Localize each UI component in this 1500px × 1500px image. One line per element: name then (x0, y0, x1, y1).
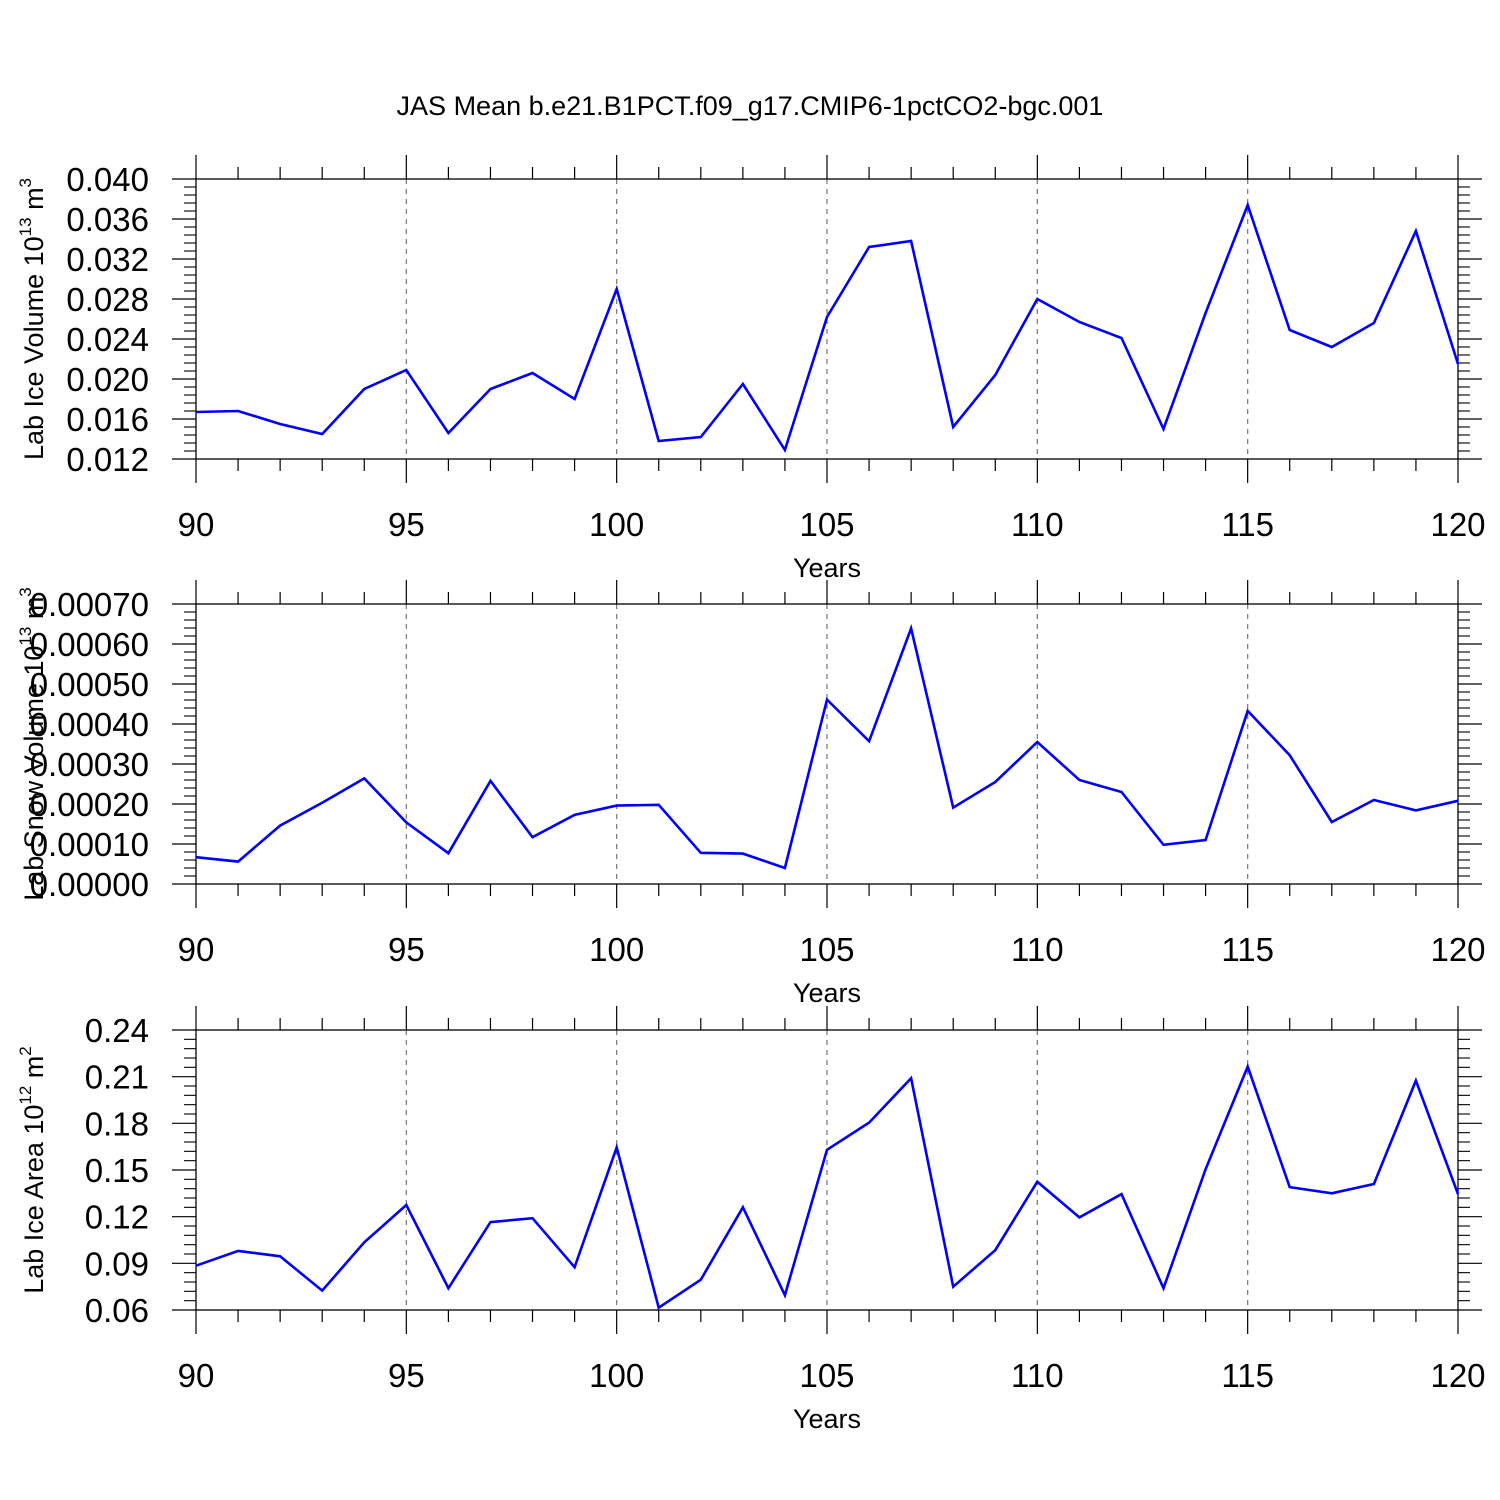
y-tick-label: 0.24 (85, 1012, 149, 1049)
x-tick-label: 95 (388, 506, 425, 543)
x-tick-label: 120 (1430, 931, 1485, 968)
x-tick-label: 110 (1011, 1357, 1064, 1394)
x-axis-title: Years (793, 1404, 861, 1434)
y-tick-label: 0.18 (85, 1105, 149, 1142)
panel-1: 0.0120.0160.0200.0240.0280.0320.0360.040… (16, 155, 1486, 583)
x-tick-label: 110 (1011, 506, 1064, 543)
y-axis-title: Lab Snow Volume 1013 m3 (16, 587, 49, 901)
y-tick-label: 0.028 (66, 281, 149, 318)
x-tick-label: 115 (1221, 931, 1274, 968)
y-axis-title-exponent: 12 (16, 1086, 35, 1105)
y-axis-title-unit-exponent: 2 (16, 1046, 35, 1055)
y-tick-label: 0.00030 (30, 746, 149, 783)
x-tick-label: 105 (799, 1357, 854, 1394)
y-axis-title-main: Lab Ice Volume 10 (19, 236, 49, 460)
y-tick-label: 0.040 (66, 161, 149, 198)
y-tick-label: 0.00070 (30, 586, 149, 623)
y-tick-label: 0.020 (66, 361, 149, 398)
x-tick-label: 105 (799, 931, 854, 968)
y-tick-label: 0.12 (85, 1199, 149, 1236)
x-tick-label: 110 (1011, 931, 1064, 968)
y-tick-label: 0.00000 (30, 866, 149, 903)
y-axis-title-unit-exponent: 3 (16, 178, 35, 187)
x-tick-label: 90 (178, 931, 215, 968)
y-axis-title-exponent: 13 (16, 627, 35, 646)
y-axis-title-unit: m (19, 187, 49, 217)
y-axis-title-exponent: 13 (16, 217, 35, 236)
x-tick-label: 115 (1221, 1357, 1274, 1394)
y-tick-label: 0.00010 (30, 826, 149, 863)
y-tick-label: 0.012 (66, 441, 149, 478)
x-tick-label: 90 (178, 1357, 215, 1394)
x-tick-label: 120 (1430, 1357, 1485, 1394)
x-tick-label: 100 (589, 506, 644, 543)
x-tick-label: 95 (388, 1357, 425, 1394)
x-axis-title: Years (793, 978, 861, 1008)
y-tick-label: 0.06 (85, 1292, 149, 1329)
x-tick-label: 120 (1430, 506, 1485, 543)
y-tick-label: 0.00020 (30, 786, 149, 823)
chart-title: JAS Mean b.e21.B1PCT.f09_g17.CMIP6-1pctC… (397, 91, 1104, 121)
y-axis-title-unit: m (19, 597, 49, 627)
x-tick-label: 100 (589, 931, 644, 968)
x-tick-label: 115 (1221, 506, 1274, 543)
x-tick-label: 95 (388, 931, 425, 968)
y-axis-title-main: Lab Ice Area 10 (19, 1105, 49, 1294)
y-axis-title-main: Lab Snow Volume 10 (19, 646, 49, 901)
y-axis-title: Lab Ice Area 1012 m2 (16, 1046, 49, 1294)
y-tick-label: 0.00040 (30, 706, 149, 743)
x-axis-title: Years (793, 553, 861, 583)
x-tick-label: 105 (799, 506, 854, 543)
x-tick-label: 90 (178, 506, 215, 543)
y-tick-label: 0.00060 (30, 626, 149, 663)
y-axis-title-unit-exponent: 3 (16, 587, 35, 596)
panel-3: 0.06 0.09 0.12 0.15 0.18 0.21 0.24 90 95 100 105 11… (16, 1006, 1486, 1434)
x-tick-label: 100 (589, 1357, 644, 1394)
panel-2: 0.000000.000100.000200.000300.000400.000… (16, 580, 1486, 1008)
y-axis-title: Lab Ice Volume 1013 m3 (16, 178, 49, 460)
y-tick-label: 0.032 (66, 241, 149, 278)
y-tick-label: 0.036 (66, 201, 149, 238)
y-tick-label: 0.21 (85, 1059, 149, 1096)
y-tick-label: 0.024 (66, 321, 149, 358)
series-line (195, 1062, 1460, 1310)
y-tick-label: 0.016 (66, 401, 149, 438)
y-tick-label: 0.15 (85, 1152, 149, 1189)
y-axis-title-unit: m (19, 1056, 49, 1086)
y-tick-label: 0.00050 (30, 666, 149, 703)
y-tick-label: 0.09 (85, 1245, 149, 1282)
